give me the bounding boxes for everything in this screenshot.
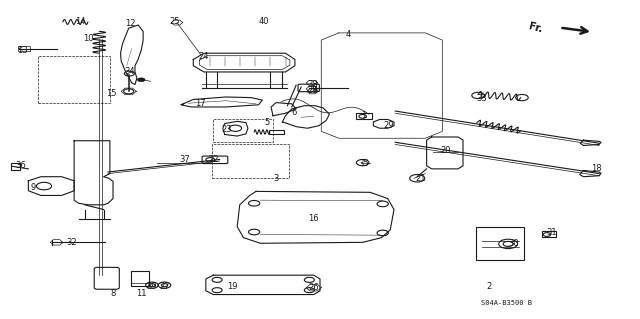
Text: 19: 19	[227, 282, 237, 291]
Text: 39: 39	[147, 282, 157, 291]
Text: 40: 40	[259, 18, 269, 26]
Text: 5: 5	[264, 118, 269, 127]
Text: 3: 3	[273, 174, 279, 183]
Text: 12: 12	[125, 19, 136, 28]
Text: 30: 30	[508, 239, 518, 249]
Text: 38: 38	[307, 80, 318, 89]
Text: 26: 26	[308, 283, 319, 292]
Bar	[12, 163, 20, 169]
Bar	[476, 227, 524, 260]
Text: 33: 33	[476, 94, 487, 103]
Text: 23: 23	[222, 125, 232, 134]
Bar	[356, 113, 372, 119]
Text: 34: 34	[124, 67, 134, 77]
Text: 20: 20	[440, 145, 451, 155]
Text: 15: 15	[106, 89, 117, 98]
Text: 4: 4	[346, 30, 351, 39]
Text: 22: 22	[208, 155, 219, 164]
Text: 8: 8	[110, 289, 116, 299]
Text: Fr.: Fr.	[527, 21, 544, 34]
Bar	[542, 231, 556, 237]
Bar	[212, 145, 289, 178]
Text: 2: 2	[486, 282, 492, 291]
Text: 25: 25	[169, 18, 180, 26]
Text: 10: 10	[83, 34, 93, 43]
Text: 11: 11	[136, 289, 147, 299]
Text: 1: 1	[361, 111, 367, 120]
Text: 24: 24	[198, 52, 209, 61]
Text: 37: 37	[180, 155, 191, 164]
Circle shape	[138, 78, 145, 82]
Text: 7: 7	[311, 86, 316, 95]
Text: 16: 16	[308, 214, 319, 223]
Text: S04A-B3500 B: S04A-B3500 B	[481, 300, 532, 306]
Bar	[269, 130, 284, 134]
Text: 17: 17	[195, 99, 206, 108]
Text: 13: 13	[17, 46, 28, 55]
Text: 27: 27	[159, 282, 170, 291]
Bar	[18, 46, 30, 51]
Text: 36: 36	[15, 161, 26, 170]
Text: 32: 32	[67, 238, 77, 247]
Text: 18: 18	[591, 164, 602, 174]
Text: 21: 21	[415, 174, 426, 183]
Text: 6: 6	[291, 108, 296, 117]
Bar	[38, 56, 110, 103]
Text: 14: 14	[75, 18, 86, 26]
Text: 29: 29	[384, 121, 394, 130]
Text: 31: 31	[547, 228, 557, 237]
Text: 9: 9	[30, 183, 35, 192]
Bar	[131, 271, 149, 286]
Text: 28: 28	[307, 86, 318, 95]
Text: 35: 35	[358, 159, 369, 168]
Bar	[213, 119, 273, 142]
